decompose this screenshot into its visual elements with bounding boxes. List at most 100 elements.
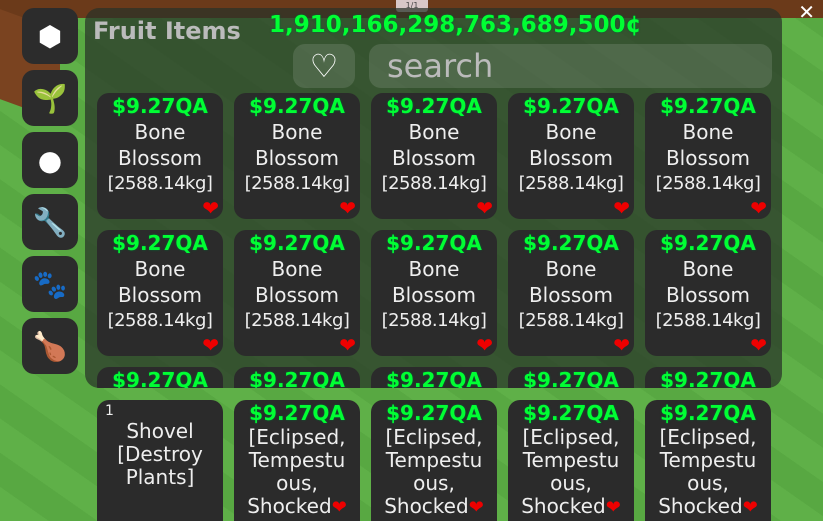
item-name: Tempestu — [385, 448, 483, 472]
heart-icon[interactable]: ❤ — [331, 497, 347, 518]
item-name: Blossom — [117, 283, 203, 307]
item-name: Shocked — [384, 494, 469, 518]
item-name: Bone — [545, 257, 597, 281]
fruit-item-card[interactable]: $9.27QA Bone Blossom [2588.14kg] ❤ — [97, 93, 223, 219]
item-name: Shocked — [658, 494, 743, 518]
heart-icon[interactable]: ❤ — [339, 333, 356, 357]
item-name: ous, — [550, 471, 592, 495]
item-name: Bone — [134, 120, 186, 144]
heart-icon[interactable]: ❤ — [613, 333, 630, 357]
heart-icon[interactable]: ❤ — [202, 196, 219, 220]
box-icon: ⬢ — [37, 19, 63, 53]
tool-name: Plants] — [125, 465, 195, 489]
fruit-item-card[interactable]: $9.27QA Bone Blossom [2588.14kg] ❤ — [371, 367, 497, 388]
item-name: Blossom — [665, 283, 751, 307]
heart-icon[interactable]: ❤ — [468, 497, 484, 518]
heart-icon[interactable]: ❤ — [613, 196, 630, 220]
fruit-item-card[interactable]: $9.27QA Bone Blossom [2588.14kg] ❤ — [508, 93, 634, 219]
heart-icon[interactable]: ❤ — [605, 497, 621, 518]
item-price: $9.27QA — [523, 401, 619, 425]
tool-name: Shovel — [126, 419, 194, 443]
item-price: $9.27QA — [523, 231, 619, 255]
heart-icon[interactable]: ❤ — [476, 196, 493, 220]
heart-icon[interactable]: ❤ — [476, 333, 493, 357]
hotbar-slot[interactable]: 1 Shovel [Destroy Plants] — [97, 400, 223, 521]
hotbar-slot[interactable]: $9.27QA [Eclipsed, Tempestu ous, Shocked❤ — [508, 400, 634, 521]
item-name: [Eclipsed, — [248, 425, 346, 449]
inventory-panel: Fruit Items 1,910,166,298,763,689,500¢ ♡… — [85, 8, 782, 388]
item-weight: [2588.14kg] — [107, 173, 213, 194]
fruit-item-card[interactable]: $9.27QA Bone Blossom [2588.14kg] ❤ — [234, 93, 360, 219]
item-price: $9.27QA — [660, 401, 756, 425]
item-name: [Eclipsed, — [522, 425, 620, 449]
hotbar-slot[interactable]: $9.27QA [Eclipsed, Tempestu ous, Shocked❤ — [371, 400, 497, 521]
slot-number: 1 — [105, 403, 114, 419]
fruit-item-card[interactable]: $9.27QA Bone Blossom [2588.14kg] ❤ — [97, 367, 223, 388]
money-counter: 1,910,166,298,763,689,500¢ — [269, 12, 642, 38]
item-price: $9.27QA — [112, 231, 208, 255]
item-price: $9.27QA — [249, 368, 345, 388]
heart-icon[interactable]: ❤ — [750, 196, 767, 220]
item-name: Bone — [271, 257, 323, 281]
item-name: Bone — [408, 120, 460, 144]
item-name: Blossom — [117, 146, 203, 170]
heart-icon[interactable]: ❤ — [202, 333, 219, 357]
fruit-item-card[interactable]: $9.27QA Bone Blossom [2588.14kg] ❤ — [234, 230, 360, 356]
heart-icon[interactable]: ❤ — [750, 333, 767, 357]
item-weight: [2588.14kg] — [655, 310, 761, 331]
item-price: $9.27QA — [660, 368, 756, 388]
tomato-icon: ● — [37, 143, 63, 177]
item-name: Bone — [682, 120, 734, 144]
item-name: Blossom — [391, 283, 477, 307]
item-price: $9.27QA — [249, 401, 345, 425]
sidebar-button-sprout[interactable]: 🌱 — [22, 70, 78, 126]
item-weight: [2588.14kg] — [518, 173, 624, 194]
item-price: $9.27QA — [249, 94, 345, 118]
item-weight: [2588.14kg] — [655, 173, 761, 194]
sidebar-button-paw[interactable]: 🐾 — [22, 256, 78, 312]
meat-icon: 🍗 — [32, 329, 68, 363]
item-name: Blossom — [665, 146, 751, 170]
item-name: [Eclipsed, — [659, 425, 757, 449]
item-weight: [2588.14kg] — [381, 173, 487, 194]
fruit-item-card[interactable]: $9.27QA Bone Blossom [2588.14kg] ❤ — [508, 230, 634, 356]
hotbar-slot[interactable]: $9.27QA [Eclipsed, Tempestu ous, Shocked❤ — [645, 400, 771, 521]
item-price: $9.27QA — [386, 368, 482, 388]
sprout-icon: 🌱 — [32, 81, 68, 115]
search-input[interactable]: search — [369, 44, 772, 88]
fruit-item-card[interactable]: $9.27QA Bone Blossom [2588.14kg] ❤ — [645, 230, 771, 356]
item-name: Shocked — [247, 494, 332, 518]
heart-icon[interactable]: ❤ — [742, 497, 758, 518]
sidebar-button-meat[interactable]: 🍗 — [22, 318, 78, 374]
fruit-item-card[interactable]: $9.27QA Bone Blossom [2588.14kg] ❤ — [371, 230, 497, 356]
heart-outline-icon: ♡ — [309, 47, 339, 85]
item-weight: [2588.14kg] — [381, 310, 487, 331]
fruit-item-card[interactable]: $9.27QA Bone Blossom [2588.14kg] ❤ — [645, 93, 771, 219]
item-name: Tempestu — [248, 448, 346, 472]
item-name: Blossom — [528, 146, 614, 170]
item-name: Bone — [134, 257, 186, 281]
sidebar-button-wrench[interactable]: 🔧 — [22, 194, 78, 250]
item-name: Blossom — [391, 146, 477, 170]
item-name: Blossom — [254, 146, 340, 170]
close-icon[interactable]: ✕ — [798, 0, 815, 24]
item-price: $9.27QA — [112, 368, 208, 388]
fruit-item-card[interactable]: $9.27QA Bone Blossom [2588.14kg] ❤ — [234, 367, 360, 388]
item-price: $9.27QA — [386, 401, 482, 425]
hotbar-slot[interactable]: $9.27QA [Eclipsed, Tempestu ous, Shocked❤ — [234, 400, 360, 521]
item-weight: [2588.14kg] — [244, 173, 350, 194]
item-price: $9.27QA — [660, 94, 756, 118]
item-name: ous, — [687, 471, 729, 495]
fruit-item-card[interactable]: $9.27QA Bone Blossom [2588.14kg] ❤ — [371, 93, 497, 219]
item-name: Shocked — [521, 494, 606, 518]
fruit-item-card[interactable]: $9.27QA Bone Blossom [2588.14kg] ❤ — [645, 367, 771, 388]
fruit-item-card[interactable]: $9.27QA Bone Blossom [2588.14kg] ❤ — [97, 230, 223, 356]
favorite-filter-button[interactable]: ♡ — [293, 44, 355, 88]
wrench-icon: 🔧 — [32, 205, 68, 239]
heart-icon[interactable]: ❤ — [339, 196, 356, 220]
fruit-item-card[interactable]: $9.27QA Bone Blossom [2588.14kg] ❤ — [508, 367, 634, 388]
sidebar-button-tomato[interactable]: ● — [22, 132, 78, 188]
item-price: $9.27QA — [112, 94, 208, 118]
panel-title: Fruit Items — [93, 17, 241, 45]
sidebar-button-box[interactable]: ⬢ — [22, 8, 78, 64]
